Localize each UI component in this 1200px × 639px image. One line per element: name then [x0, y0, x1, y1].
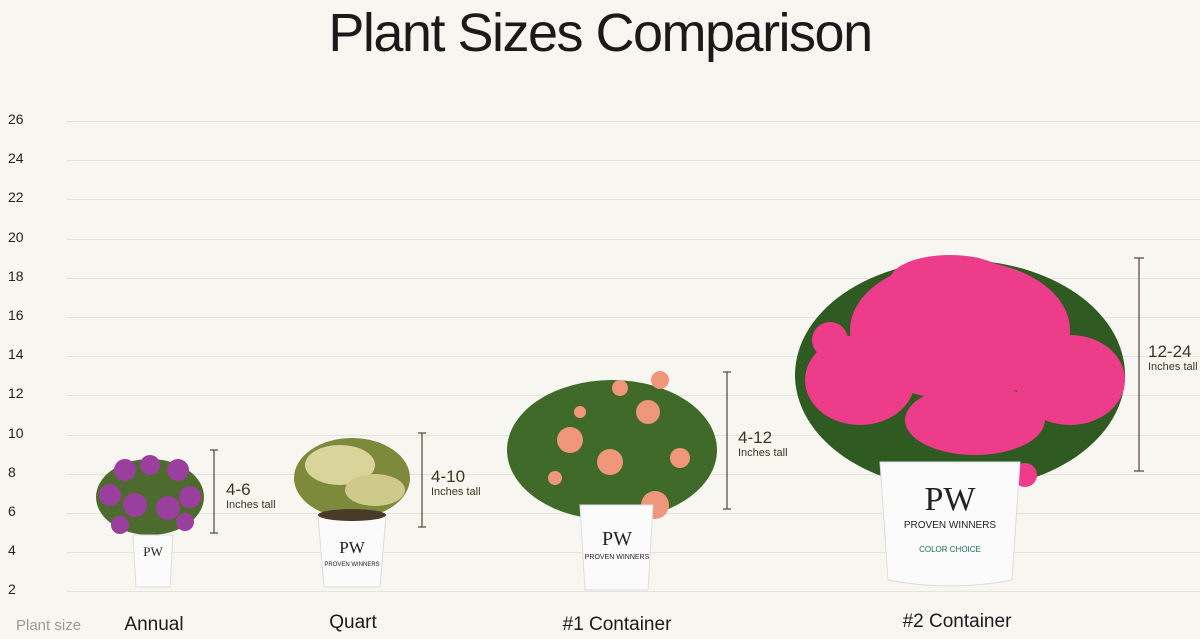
- range-bar-annual: [210, 449, 218, 534]
- annual-petunia-foliage: [96, 455, 204, 535]
- range-value: 12-24: [1148, 342, 1192, 361]
- quart-pot: PW PROVEN WINNERS: [317, 509, 387, 588]
- range-value: 4-12: [738, 428, 773, 447]
- svg-text:COLOR CHOICE: COLOR CHOICE: [919, 545, 981, 554]
- y-tick-label: 8: [8, 463, 16, 480]
- range-label-annual: 4-6 Inches tall: [226, 480, 276, 512]
- page-title: Plant Sizes Comparison: [328, 3, 873, 63]
- gridline: [67, 591, 1200, 593]
- range-bar-1-container: [723, 371, 731, 510]
- svg-text:PW: PW: [602, 528, 632, 550]
- category-annual: Annual: [124, 614, 184, 635]
- y-tick-label: 4: [8, 542, 16, 559]
- svg-text:PROVEN WINNERS: PROVEN WINNERS: [324, 562, 379, 568]
- svg-text:PW: PW: [925, 481, 977, 518]
- range-value: 4-6: [226, 480, 251, 499]
- y-tick-label: 18: [8, 267, 24, 284]
- y-tick-label: 12: [8, 385, 24, 402]
- gridline: [67, 199, 1200, 201]
- quart-foliage: [294, 438, 410, 518]
- svg-text:PW: PW: [143, 544, 163, 559]
- range-label-quart: 4-10 Inches tall: [431, 467, 481, 499]
- range-label-1-container: 4-12 Inches tall: [738, 428, 788, 460]
- gridline: [67, 317, 1200, 318]
- 1-container-rose-foliage: [507, 371, 717, 520]
- y-tick-label: 10: [8, 424, 24, 441]
- gridline: [67, 356, 1200, 358]
- y-tick-label: 20: [8, 228, 24, 245]
- category-1-container: #1 Container: [562, 614, 672, 635]
- y-tick-label: 6: [8, 503, 16, 519]
- 1-container-pot: PW PROVEN WINNERS: [579, 504, 654, 591]
- category-2-container: #2 Container: [902, 611, 1012, 632]
- range-bar-quart: [418, 432, 426, 528]
- y-tick-label: 2: [8, 581, 16, 598]
- y-tick-label: 16: [8, 307, 24, 323]
- svg-text:PROVEN WINNERS: PROVEN WINNERS: [904, 520, 997, 531]
- 2-container-weigela-foliage: [795, 255, 1125, 490]
- range-bar-2-container: [1134, 257, 1144, 472]
- range-unit: Inches tall: [738, 447, 788, 459]
- svg-text:PROVEN WINNERS: PROVEN WINNERS: [585, 554, 650, 561]
- range-label-2-container: 12-24 Inches tall: [1148, 342, 1198, 374]
- gridline: [67, 160, 1200, 162]
- annual-pot: PW: [132, 534, 174, 588]
- y-tick-label: 22: [8, 189, 24, 206]
- gridline: [67, 121, 1200, 122]
- y-tick-label: 24: [8, 150, 24, 167]
- range-value: 4-10: [431, 467, 466, 486]
- 2-container-pot: PW PROVEN WINNERS COLOR CHOICE: [879, 461, 1021, 587]
- x-axis-label: Plant size: [16, 617, 82, 634]
- category-quart: Quart: [329, 612, 377, 633]
- y-tick-label: 14: [8, 346, 24, 363]
- range-unit: Inches tall: [431, 486, 481, 498]
- range-unit: Inches tall: [1148, 361, 1198, 373]
- gridline: [67, 238, 1200, 240]
- gridline: [67, 277, 1200, 279]
- y-tick-label: 26: [8, 111, 24, 127]
- range-unit: Inches tall: [226, 499, 276, 511]
- svg-text:PW: PW: [339, 538, 365, 557]
